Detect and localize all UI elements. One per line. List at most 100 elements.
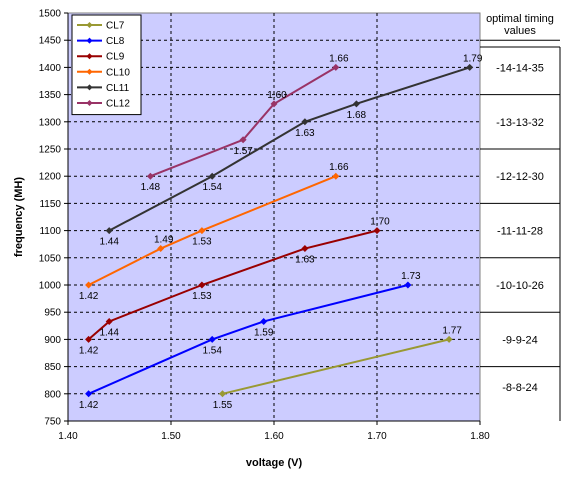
table-row-value: -9-9-24 — [502, 334, 537, 346]
legend-box — [71, 14, 142, 116]
y-tick-label: 1250 — [39, 145, 62, 156]
y-tick-label: 750 — [44, 417, 61, 428]
y-tick-label: 900 — [44, 335, 61, 346]
data-point — [85, 390, 93, 398]
data-label: 1.44 — [99, 327, 119, 338]
series-line — [150, 66, 337, 178]
legend-swatch-marker — [86, 100, 93, 106]
data-label: 1.57 — [233, 146, 253, 157]
data-label: 1.44 — [99, 237, 119, 248]
data-label: 1.66 — [329, 162, 349, 173]
legend-swatch-marker — [86, 22, 93, 28]
legend-label: CL9 — [106, 52, 125, 63]
data-point — [301, 118, 309, 126]
data-point — [85, 281, 93, 289]
legend-label: CL12 — [106, 99, 130, 110]
series-line — [88, 284, 409, 395]
y-tick-label: 1450 — [39, 36, 62, 47]
legend-item: CL9 — [77, 52, 125, 63]
x-tick-labels: 1.40 1.50 1.60 1.70 1.80 — [58, 421, 490, 442]
legend-label: CL11 — [106, 83, 130, 94]
data-point — [260, 317, 268, 325]
y-tick-label: 1350 — [39, 90, 62, 101]
data-point — [219, 390, 226, 398]
data-label: 1.66 — [329, 53, 349, 64]
y-tick-label: 1050 — [39, 253, 62, 264]
series-cl10: 1.42 1.49 1.53 1.66 — [79, 162, 349, 302]
data-point — [466, 63, 474, 71]
series-cl8: 1.42 1.54 1.59 1.73 — [79, 271, 421, 411]
legend-swatch-marker — [86, 37, 93, 44]
x-axis-title: voltage (V) — [246, 457, 303, 469]
data-label: 1.53 — [192, 237, 212, 248]
data-point — [445, 335, 453, 343]
y-axis-title: frequency (MH) — [13, 177, 25, 257]
data-label: 1.42 — [79, 345, 99, 356]
data-label: 1.42 — [79, 400, 99, 411]
legend-label: CL7 — [106, 21, 125, 32]
legend-label: CL10 — [106, 67, 130, 78]
data-label: 1.42 — [79, 291, 99, 302]
data-label: 1.54 — [202, 345, 222, 356]
y-tick-label: 950 — [44, 308, 61, 319]
data-point — [208, 335, 216, 343]
data-label: 1.63 — [295, 128, 315, 139]
data-point — [332, 63, 340, 71]
legend-swatch-marker — [86, 84, 93, 91]
legend-item: CL7 — [77, 21, 125, 32]
data-point — [146, 172, 154, 180]
data-point — [270, 100, 278, 108]
legend-item: CL11 — [77, 83, 130, 94]
data-label: 1.59 — [254, 327, 274, 338]
data-label: 1.73 — [401, 271, 421, 282]
legend: CL7 CL8 CL9 CL10 CL11 CL12 — [71, 14, 142, 116]
table-row-value: -11-11-28 — [497, 226, 543, 238]
data-point — [198, 227, 206, 235]
y-tick-labels: 750 800 850 900 950 1000 1050 1100 1150 1200 1250 1… — [39, 9, 68, 428]
legend-label: CL8 — [106, 36, 125, 47]
data-point — [239, 136, 247, 144]
series-cl11: 1.44 1.54 1.63 1.68 1.79 — [99, 53, 482, 247]
table-header-line1: optimal timing — [486, 13, 554, 25]
table-row-value: -8-8-24 — [502, 382, 537, 394]
legend-swatch-marker — [86, 53, 93, 60]
data-label: 1.79 — [463, 53, 483, 64]
y-tick-label: 850 — [44, 362, 61, 373]
x-tick-label: 1.50 — [161, 431, 181, 442]
data-label: 1.70 — [370, 217, 390, 228]
legend-item: CL10 — [77, 67, 130, 78]
data-label: 1.49 — [154, 235, 174, 246]
data-label: 1.77 — [442, 325, 462, 336]
data-point — [105, 317, 113, 325]
data-label: 1.63 — [295, 255, 315, 266]
table-row-value: -14-14-35 — [496, 62, 544, 74]
legend-item: CL12 — [77, 99, 130, 110]
data-point — [198, 281, 206, 289]
legend-swatch-marker — [86, 68, 93, 75]
data-point — [157, 245, 165, 253]
data-label: 1.53 — [192, 291, 212, 302]
series-cl7: 1.55 1.77 — [213, 325, 463, 410]
series-line — [222, 338, 450, 395]
x-tick-label: 1.80 — [470, 431, 490, 442]
data-label: 1.55 — [213, 400, 233, 411]
table-row-value: -12-12-30 — [496, 171, 544, 183]
y-tick-label: 1200 — [39, 172, 62, 183]
y-tick-label: 1300 — [39, 117, 62, 128]
series-cl9: 1.421.441.531.631.70 — [79, 217, 390, 357]
y-tick-label: 1500 — [39, 9, 62, 20]
data-point — [404, 281, 412, 289]
data-label: 1.54 — [202, 182, 222, 193]
x-tick-label: 1.40 — [58, 431, 78, 442]
data-point — [208, 172, 216, 180]
table-header-line2: values — [504, 25, 536, 37]
data-label: 1.60 — [267, 90, 287, 101]
table-row-value: -13-13-32 — [496, 117, 544, 129]
series-cl12: 1.48 1.57 1.60 1.66 — [141, 53, 349, 193]
series-line — [88, 175, 337, 286]
legend-item: CL8 — [77, 36, 125, 47]
y-tick-label: 1100 — [39, 226, 61, 237]
